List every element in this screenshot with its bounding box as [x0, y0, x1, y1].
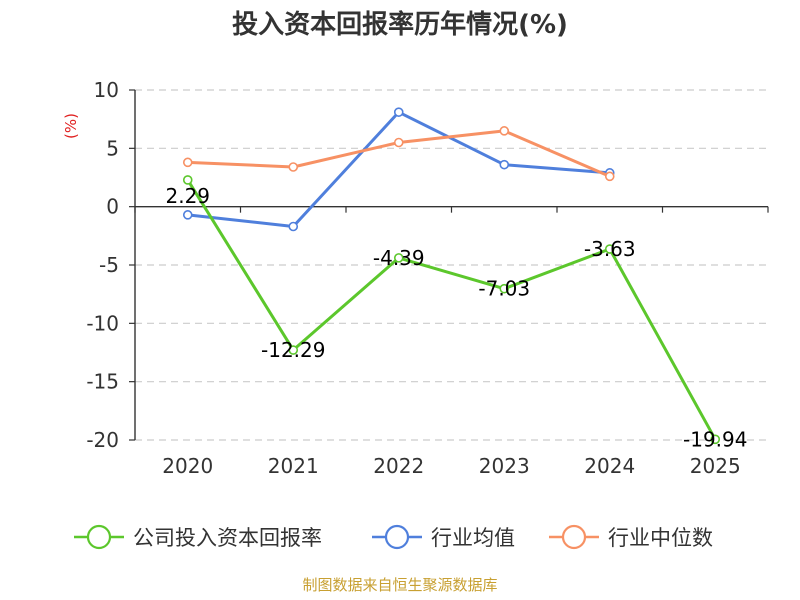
chart-title: 投入资本回报率历年情况(%)	[232, 9, 568, 40]
data-point[interactable]	[182, 157, 193, 168]
data-point[interactable]	[288, 345, 299, 355]
data-point[interactable]	[499, 283, 510, 294]
data-label: -12.29	[261, 338, 325, 362]
data-point[interactable]	[499, 159, 510, 170]
data-point[interactable]	[604, 244, 615, 254]
y-tick-label: 5	[106, 136, 119, 160]
legend-item-0[interactable]: 公司投入资本回报率	[74, 524, 322, 550]
data-point[interactable]	[288, 162, 299, 172]
data-point[interactable]	[393, 253, 404, 263]
y-tick-label: -5	[99, 253, 119, 277]
series-lines	[182, 107, 721, 445]
legend-marker-icon	[86, 524, 112, 550]
y-axis-unit-label: (%)	[62, 113, 80, 139]
data-point[interactable]	[499, 126, 510, 136]
data-label: -19.94	[683, 427, 747, 451]
data-label: -4.39	[373, 246, 425, 270]
series-line-0	[186, 178, 717, 441]
data-point[interactable]	[182, 210, 193, 220]
data-point[interactable]	[182, 175, 193, 185]
data-point[interactable]	[710, 434, 721, 445]
series-line-2	[186, 129, 612, 178]
y-tick-label: 10	[94, 78, 119, 102]
x-tick-label: 2024	[584, 454, 635, 478]
data-point[interactable]	[393, 107, 404, 117]
legend-item-2[interactable]: 行业中位数	[549, 524, 713, 550]
data-point[interactable]	[604, 171, 615, 182]
grid-lines	[135, 89, 768, 441]
x-tick-label: 2020	[162, 454, 213, 478]
data-label: -7.03	[478, 277, 530, 301]
y-tick-label: 0	[106, 195, 119, 219]
x-tick-label: 2021	[268, 454, 319, 478]
data-label: -3.63	[584, 237, 636, 261]
legend-item-1[interactable]: 行业均值	[372, 524, 515, 550]
x-tick-label: 2022	[373, 454, 424, 478]
legend-label: 行业均值	[431, 526, 515, 550]
y-tick-label: -15	[86, 370, 119, 394]
x-tick-label: 2023	[479, 454, 530, 478]
legend-label: 公司投入资本回报率	[133, 526, 322, 550]
data-label: 2.29	[165, 184, 210, 208]
legend-marker-icon	[561, 524, 587, 550]
legend[interactable]: 公司投入资本回报率 行业均值 行业中位数	[74, 524, 713, 550]
data-labels: 2.29 -12.29 -4.39 -7.03 -3.63 -19.94	[165, 184, 747, 451]
data-point[interactable]	[288, 221, 299, 232]
y-tick-label: -10	[86, 311, 119, 335]
legend-label: 行业中位数	[608, 526, 713, 550]
axes: 10 5 0 -5 -10 -15 -20 2020 2021 2022 2023 2024 2025	[86, 78, 769, 478]
x-tick-label: 2025	[690, 454, 741, 478]
legend-marker-icon	[384, 524, 410, 550]
source-note: 制图数据来自恒生聚源数据库	[302, 576, 497, 594]
data-point[interactable]	[393, 137, 404, 148]
y-tick-label: -20	[86, 428, 119, 452]
series-line-1	[186, 110, 612, 228]
